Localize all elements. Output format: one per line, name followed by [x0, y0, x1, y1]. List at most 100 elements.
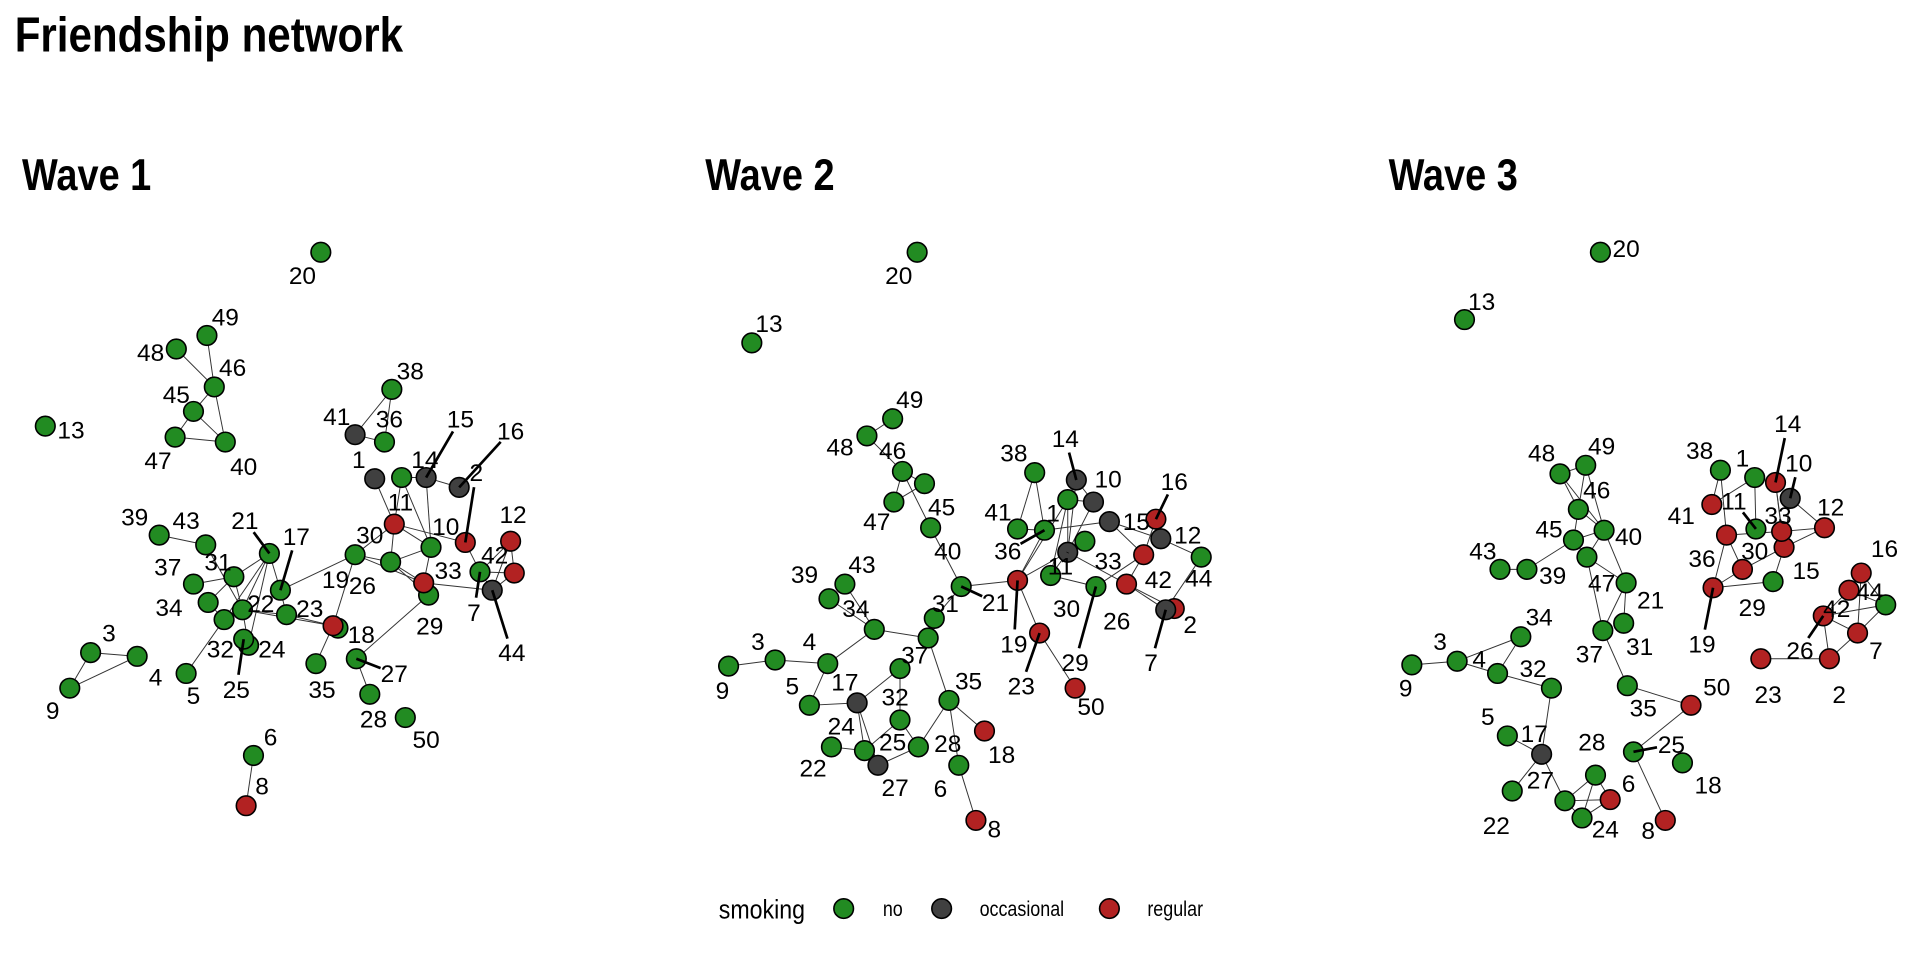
node-50[interactable] [394, 706, 416, 729]
node-8[interactable] [965, 809, 987, 831]
node-15[interactable] [1098, 511, 1120, 533]
node-32[interactable] [889, 657, 911, 680]
node-43[interactable] [834, 573, 856, 595]
node-7[interactable] [1155, 599, 1177, 621]
node-4[interactable] [1486, 662, 1509, 685]
node-32[interactable] [1540, 677, 1563, 699]
node-19[interactable] [322, 615, 344, 637]
node-3[interactable] [80, 642, 102, 664]
node-36[interactable] [1715, 524, 1738, 546]
node-41[interactable] [344, 424, 366, 446]
node-8[interactable] [235, 795, 257, 817]
node-6[interactable] [948, 754, 970, 776]
node-49[interactable] [196, 324, 218, 347]
node-45[interactable] [1562, 529, 1585, 551]
node-50[interactable] [1680, 694, 1702, 716]
node-13[interactable] [741, 332, 763, 354]
node-3[interactable] [764, 649, 786, 671]
node-34[interactable] [863, 618, 885, 640]
node-21[interactable] [1615, 572, 1637, 594]
node-38[interactable] [381, 378, 403, 400]
node-6[interactable] [242, 744, 265, 767]
node-33[interactable] [1074, 530, 1096, 552]
node-35[interactable] [938, 689, 960, 711]
node-37[interactable] [917, 627, 939, 649]
node-10[interactable] [1082, 491, 1105, 513]
node-28[interactable] [359, 683, 381, 705]
node-13[interactable] [34, 415, 56, 437]
node-31[interactable] [923, 607, 945, 629]
node-43[interactable] [1489, 558, 1511, 580]
node-32[interactable] [213, 609, 235, 631]
node-35[interactable] [1616, 675, 1638, 697]
node-16[interactable] [1850, 562, 1872, 584]
node-1[interactable] [364, 468, 386, 490]
node-44[interactable] [1190, 546, 1212, 568]
node-17[interactable] [1531, 743, 1553, 765]
node-1[interactable] [1744, 466, 1766, 489]
node-36[interactable] [373, 431, 396, 453]
node-14[interactable] [391, 466, 413, 489]
node-48[interactable] [165, 338, 187, 360]
node-42[interactable] [1133, 544, 1155, 566]
node-41[interactable] [1006, 518, 1029, 540]
node-5[interactable] [1496, 725, 1518, 747]
node-46[interactable] [1567, 498, 1589, 520]
node-43[interactable] [195, 534, 217, 556]
node-13[interactable] [1453, 309, 1476, 331]
node-29[interactable] [1762, 571, 1784, 593]
node-37[interactable] [1592, 620, 1614, 642]
node-18[interactable] [1671, 752, 1694, 774]
node-30[interactable] [344, 544, 366, 566]
node-28[interactable] [1584, 764, 1607, 786]
node-39[interactable] [818, 588, 840, 610]
node-9[interactable] [59, 677, 81, 699]
node-30[interactable] [1731, 558, 1754, 580]
node-2[interactable] [1818, 648, 1840, 670]
node-17[interactable] [269, 579, 291, 601]
node-40[interactable] [214, 431, 236, 453]
node-46[interactable] [203, 376, 225, 398]
node-1[interactable] [1057, 489, 1079, 511]
node-38[interactable] [1024, 462, 1046, 484]
node-49[interactable] [1575, 454, 1597, 476]
node-26[interactable] [1115, 573, 1138, 595]
node-38[interactable] [1709, 459, 1732, 481]
node-8[interactable] [1654, 809, 1676, 831]
node-27[interactable] [867, 754, 889, 776]
node-17[interactable] [846, 692, 868, 714]
node-5[interactable] [175, 662, 197, 685]
node-4[interactable] [126, 645, 148, 667]
node-12[interactable] [1813, 517, 1836, 539]
node-11[interactable] [383, 513, 405, 535]
node-23[interactable] [1750, 648, 1772, 670]
node-42[interactable] [1838, 579, 1860, 601]
node-49[interactable] [882, 408, 904, 430]
node-24[interactable] [853, 740, 876, 762]
node-47[interactable] [883, 491, 905, 513]
node-48[interactable] [1549, 463, 1571, 485]
node-46[interactable] [891, 460, 914, 483]
node-33[interactable] [413, 572, 435, 594]
node-20[interactable] [1589, 241, 1612, 263]
node-23[interactable] [275, 604, 298, 626]
node-45[interactable] [182, 400, 205, 423]
node-22[interactable] [1501, 780, 1523, 802]
node-33[interactable] [1771, 520, 1793, 543]
node-9[interactable] [1401, 654, 1423, 676]
node-45[interactable] [913, 473, 936, 495]
node-47[interactable] [1576, 546, 1598, 568]
node-31[interactable] [223, 566, 245, 588]
node-34[interactable] [197, 591, 219, 614]
node-26[interactable] [380, 551, 402, 573]
node-11[interactable] [1057, 541, 1079, 563]
node-39[interactable] [1516, 558, 1538, 580]
node-12[interactable] [500, 530, 522, 552]
node-24[interactable] [1571, 807, 1593, 829]
node-40[interactable] [920, 517, 942, 539]
node-39[interactable] [148, 524, 170, 546]
node-41[interactable] [1701, 493, 1723, 516]
node-35[interactable] [305, 653, 327, 675]
node-22[interactable] [231, 599, 254, 621]
node-22[interactable] [820, 736, 843, 758]
